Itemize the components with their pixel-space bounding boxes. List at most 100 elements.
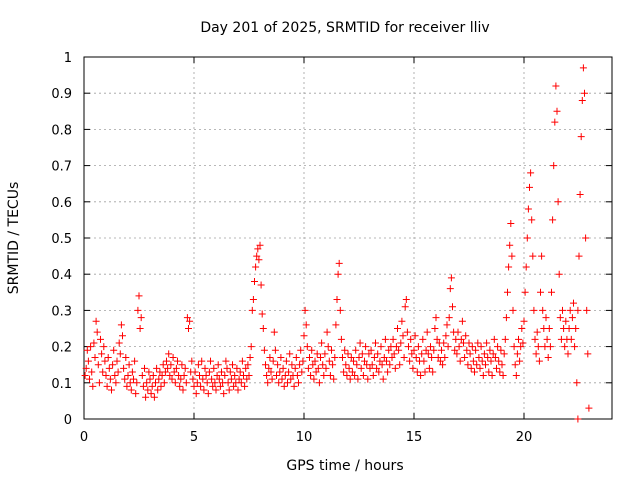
data-point bbox=[178, 361, 186, 369]
data-point bbox=[433, 335, 441, 343]
data-point bbox=[229, 361, 236, 369]
data-point bbox=[341, 346, 349, 354]
data-point bbox=[373, 364, 381, 372]
data-point bbox=[207, 357, 214, 365]
axis-ticks: 0 5 10 15 20 0 0.1 0.2 0.3 0.4 0.5 0.6 0.7 0.8 0.9 1 bbox=[51, 51, 612, 445]
data-point bbox=[103, 382, 111, 390]
data-point bbox=[334, 270, 342, 278]
data-point bbox=[256, 241, 264, 249]
data-point bbox=[263, 372, 271, 380]
data-point bbox=[538, 252, 546, 260]
data-point bbox=[542, 314, 550, 322]
data-point bbox=[551, 118, 559, 126]
data-point bbox=[186, 317, 194, 325]
data-point bbox=[128, 368, 136, 376]
data-point bbox=[292, 353, 300, 361]
data-point bbox=[287, 375, 295, 383]
x-tick-label: 20 bbox=[516, 430, 533, 445]
data-point bbox=[258, 310, 266, 318]
data-point bbox=[464, 361, 472, 369]
x-axis-label: GPS time / hours bbox=[286, 458, 403, 474]
data-point bbox=[506, 241, 514, 249]
data-point bbox=[170, 368, 178, 376]
data-point bbox=[161, 368, 169, 376]
data-point bbox=[584, 350, 592, 358]
data-point bbox=[361, 357, 368, 365]
data-point bbox=[531, 335, 539, 343]
data-point bbox=[313, 350, 321, 358]
data-point bbox=[545, 325, 553, 332]
data-point bbox=[246, 353, 254, 361]
data-point bbox=[518, 325, 526, 332]
data-point bbox=[266, 353, 274, 361]
data-point bbox=[376, 357, 384, 365]
data-point bbox=[502, 314, 510, 322]
data-point bbox=[347, 353, 355, 361]
data-point bbox=[400, 353, 408, 361]
data-point bbox=[456, 357, 464, 365]
data-point bbox=[276, 368, 284, 376]
data-point bbox=[309, 361, 317, 369]
data-point bbox=[455, 343, 463, 351]
data-point bbox=[303, 343, 311, 351]
data-point bbox=[164, 364, 172, 372]
data-point bbox=[331, 353, 339, 361]
data-point bbox=[527, 169, 535, 177]
data-point bbox=[252, 263, 260, 271]
data-point bbox=[348, 368, 356, 376]
data-point bbox=[146, 375, 154, 383]
data-point bbox=[298, 368, 306, 376]
data-point bbox=[399, 332, 407, 340]
data-point bbox=[148, 382, 156, 390]
data-point bbox=[106, 375, 114, 383]
data-point bbox=[342, 361, 350, 369]
data-point bbox=[386, 361, 394, 369]
data-point bbox=[555, 270, 563, 278]
data-point bbox=[202, 372, 210, 380]
data-point bbox=[488, 372, 496, 380]
data-point bbox=[203, 379, 211, 387]
data-point bbox=[139, 382, 147, 390]
data-point bbox=[391, 364, 399, 372]
data-point bbox=[449, 303, 456, 311]
data-point bbox=[475, 353, 483, 361]
data-point bbox=[125, 361, 133, 369]
data-point bbox=[269, 357, 277, 365]
data-point bbox=[248, 306, 256, 314]
data-point bbox=[521, 288, 529, 296]
data-point bbox=[134, 306, 142, 314]
data-point bbox=[324, 343, 332, 351]
y-tick-label: 0.2 bbox=[51, 341, 72, 356]
data-point bbox=[111, 372, 119, 380]
data-point bbox=[243, 375, 251, 383]
data-point bbox=[484, 353, 492, 361]
data-point bbox=[211, 379, 219, 387]
data-point bbox=[100, 343, 108, 351]
data-point bbox=[183, 314, 191, 322]
data-point bbox=[260, 346, 268, 354]
data-point bbox=[428, 353, 436, 361]
data-point bbox=[418, 350, 426, 358]
data-point bbox=[352, 346, 360, 354]
data-point bbox=[425, 364, 433, 372]
data-point bbox=[150, 393, 158, 401]
data-point bbox=[490, 335, 498, 343]
data-point bbox=[447, 274, 455, 282]
data-point bbox=[499, 372, 507, 380]
data-point bbox=[189, 375, 197, 383]
data-points bbox=[81, 64, 593, 423]
data-point bbox=[199, 375, 207, 383]
data-point bbox=[424, 350, 432, 358]
data-point bbox=[97, 335, 104, 343]
data-point bbox=[431, 325, 439, 332]
data-point bbox=[220, 390, 228, 398]
data-point bbox=[516, 357, 524, 365]
data-point bbox=[498, 361, 506, 369]
y-axis-label: SRMTID / TECUs bbox=[6, 182, 22, 295]
data-point bbox=[119, 332, 126, 340]
data-point bbox=[582, 234, 590, 242]
data-point bbox=[332, 321, 340, 329]
data-point bbox=[417, 372, 425, 380]
data-point bbox=[463, 346, 471, 354]
data-point bbox=[204, 390, 212, 398]
